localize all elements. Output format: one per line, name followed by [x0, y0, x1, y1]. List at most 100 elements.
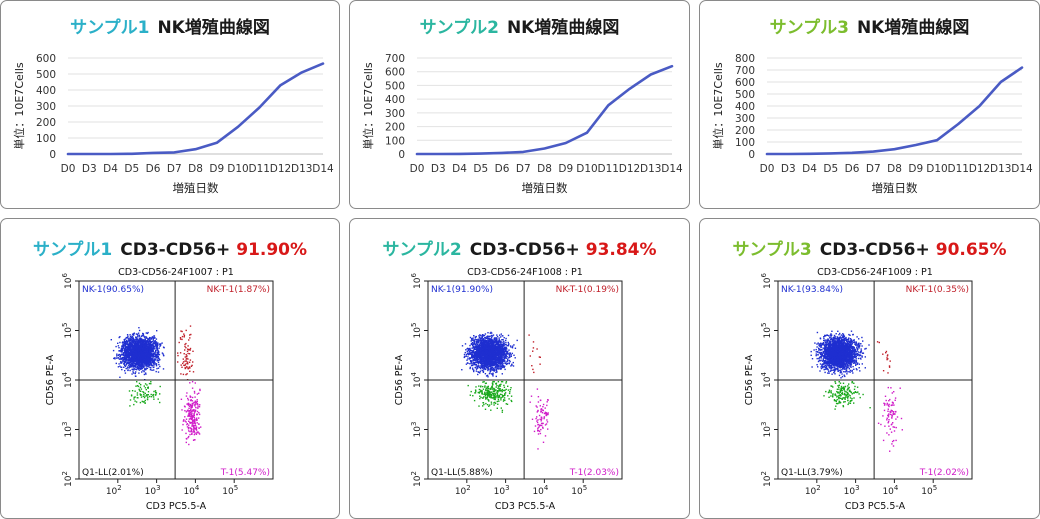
- y-tick-label: 600: [385, 67, 405, 79]
- dot-nk-1: [476, 358, 478, 361]
- dot-nk-1: [139, 350, 141, 352]
- dot-nk-1: [136, 362, 138, 364]
- dot-t-1: [186, 423, 188, 426]
- dot-nk-1: [144, 350, 146, 353]
- dot-nk-1: [472, 368, 474, 371]
- dot-nk-1: [507, 358, 509, 360]
- x-tick-label: D11: [249, 163, 270, 175]
- dot-nk-1: [146, 357, 148, 359]
- dot-q1-ll: [154, 390, 157, 392]
- dot-nk-1: [137, 345, 139, 347]
- dot-nk-1: [145, 367, 148, 369]
- dot-nk-1: [156, 359, 158, 361]
- dot-nk-1: [484, 336, 486, 339]
- dot-q1-ll: [143, 400, 145, 403]
- dot-nk-1: [155, 355, 157, 357]
- dot-nk-1: [476, 355, 479, 357]
- dot-nk-1: [150, 363, 153, 365]
- dot-nk-1: [152, 338, 154, 340]
- dot-nk-1: [142, 358, 144, 360]
- dot-nk-1: [151, 336, 154, 338]
- dot-nk-1: [117, 357, 119, 359]
- dot-nk-1: [492, 358, 494, 360]
- dot-nk-1: [488, 342, 490, 344]
- dot-nk-1: [145, 358, 147, 360]
- dot-nk-1: [144, 372, 147, 374]
- dot-nk-1: [136, 360, 138, 362]
- dot-nk-1: [132, 347, 134, 349]
- dot-nk-1: [509, 360, 511, 363]
- dot-nk-1: [156, 367, 158, 370]
- dot-nk-1: [148, 353, 150, 356]
- dot-nk-1: [142, 355, 145, 357]
- dot-nk-t-1: [184, 349, 186, 351]
- dot-nk-1: [144, 355, 146, 357]
- dot-t-1: [185, 421, 187, 423]
- dot-nk-1: [480, 359, 482, 362]
- dot-nk-1: [155, 370, 157, 373]
- dot-nk-1: [120, 357, 122, 359]
- dot-nk-1: [135, 354, 137, 356]
- dot-q1-ll: [129, 405, 131, 407]
- dot-nk-1: [498, 348, 501, 350]
- dot-nk-1: [156, 354, 158, 356]
- dot-nk-1: [150, 355, 152, 358]
- x-tick-label: 105: [222, 484, 238, 497]
- dot-nk-t-1: [184, 364, 186, 367]
- dot-nk-1: [147, 362, 149, 364]
- dot-nk-1: [128, 343, 131, 346]
- dot-nk-1: [497, 367, 499, 370]
- dot-nk-1: [493, 346, 495, 349]
- x-tick-label: D13: [990, 163, 1011, 175]
- dot-q1-ll: [136, 392, 139, 394]
- dot-nk-1: [124, 340, 126, 342]
- dot-nk-t-1: [188, 361, 191, 363]
- dot-nk-1: [117, 342, 119, 344]
- dot-nk-1: [495, 348, 498, 350]
- dot-t-1: [195, 419, 197, 422]
- dot-nk-1: [131, 360, 133, 362]
- dot-nk-t-1: [186, 366, 188, 369]
- y-tick-label: 104: [61, 372, 74, 388]
- dot-nk-1: [146, 340, 148, 342]
- dot-nk-1: [476, 356, 479, 358]
- dot-nk-1: [486, 374, 489, 377]
- dot-nk-1: [500, 353, 503, 355]
- dot-t-1: [198, 417, 200, 419]
- dot-nk-1: [140, 368, 142, 371]
- dot-nk-1: [141, 361, 143, 364]
- dot-nk-1: [149, 344, 151, 346]
- x-tick-label: D3: [431, 163, 446, 175]
- dot-nk-1: [153, 366, 155, 368]
- dot-nk-1: [480, 345, 483, 348]
- dot-nk-t-1: [178, 341, 180, 344]
- dot-nk-1: [478, 348, 481, 351]
- dot-t-1: [188, 413, 191, 416]
- dot-nk-1: [474, 359, 476, 361]
- dot-nk-1: [490, 357, 492, 359]
- y-tick-label: 600: [36, 53, 56, 65]
- dot-nk-1: [500, 343, 502, 345]
- dot-t-1: [185, 418, 188, 420]
- dot-nk-t-1: [182, 362, 184, 365]
- dot-q1-ll: [150, 383, 152, 385]
- dot-nk-1: [124, 346, 126, 349]
- dot-nk-1: [505, 352, 507, 355]
- dot-nk-t-1: [184, 360, 186, 362]
- dot-nk-1: [143, 335, 145, 337]
- dot-nk-1: [471, 362, 473, 364]
- dot-nk-1: [511, 352, 513, 355]
- dot-t-1: [193, 425, 195, 427]
- dot-nk-1: [491, 332, 493, 334]
- dot-nk-1: [130, 356, 133, 358]
- dot-nk-1: [141, 364, 144, 366]
- dot-nk-1: [495, 337, 498, 339]
- dot-t-1: [185, 411, 188, 413]
- dot-nk-1: [123, 341, 125, 343]
- dot-nk-1: [486, 366, 489, 369]
- dot-t-1: [189, 396, 192, 398]
- dot-nk-t-1: [179, 337, 182, 339]
- dot-nk-1: [157, 357, 160, 359]
- dot-nk-1: [149, 348, 151, 351]
- dot-nk-1: [480, 337, 483, 339]
